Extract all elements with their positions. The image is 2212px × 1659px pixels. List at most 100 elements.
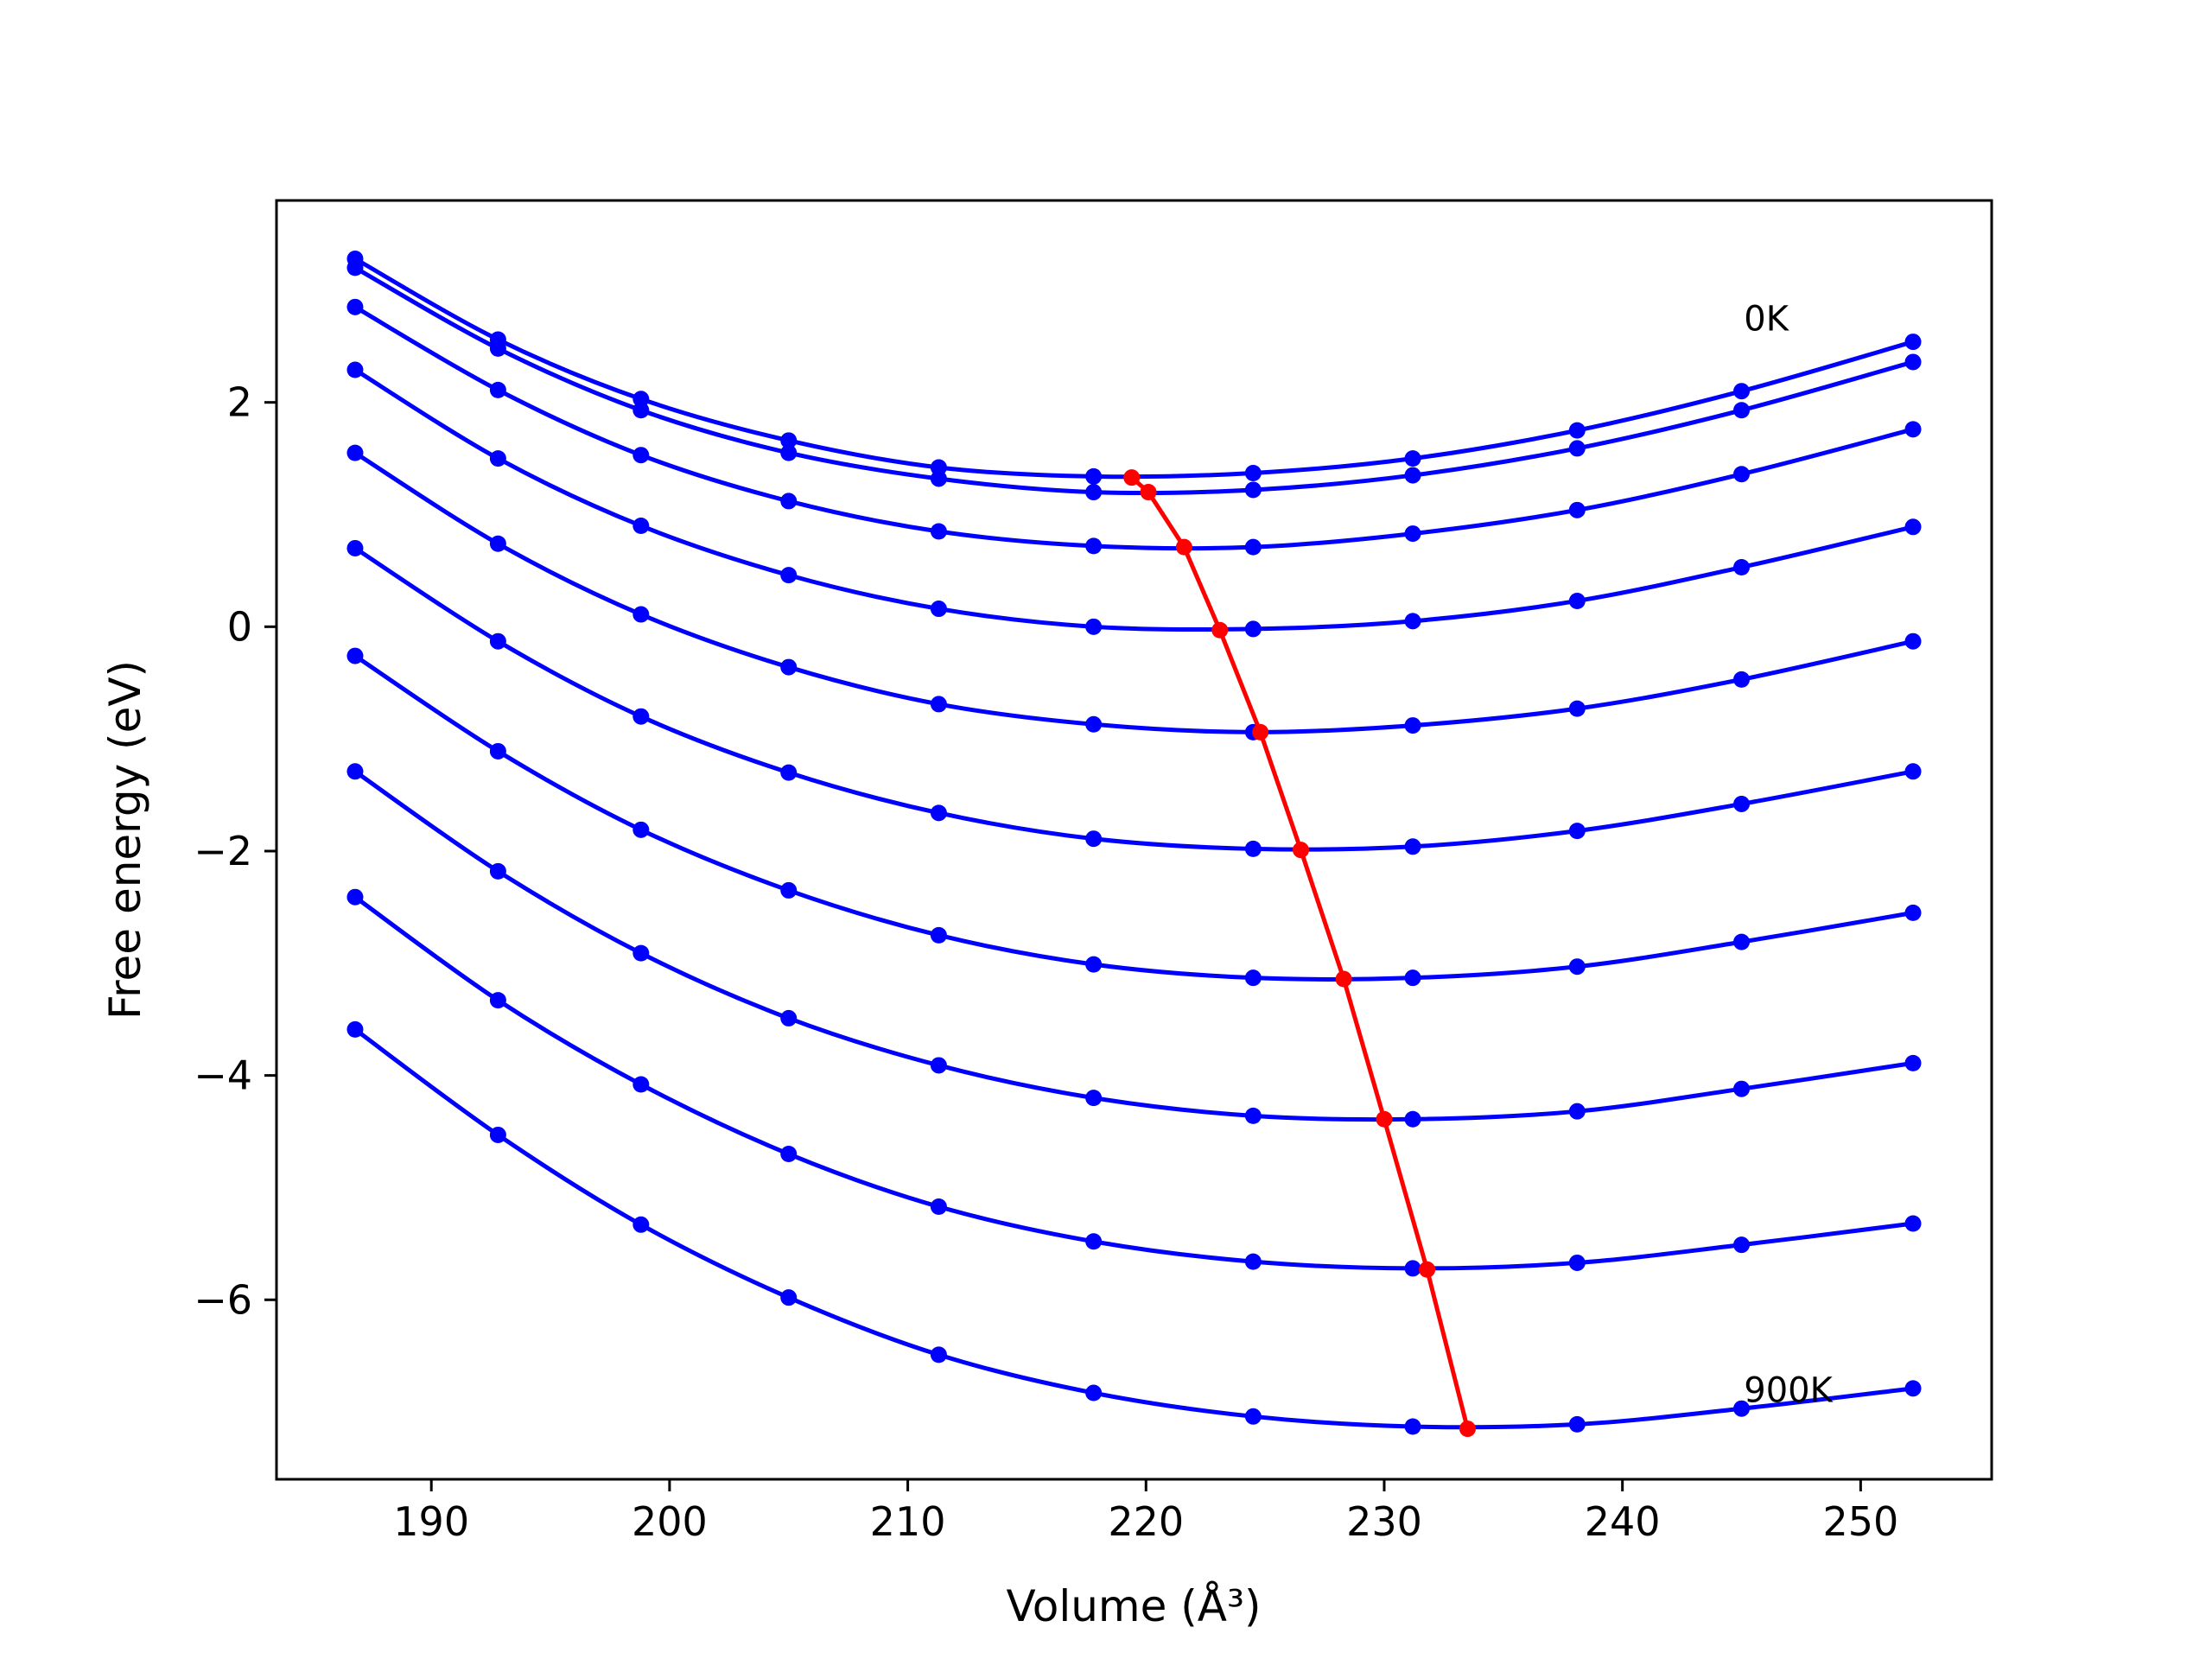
free-energy-curves — [346, 251, 1922, 1435]
series-2-point-3 — [780, 493, 798, 510]
x-tick-label-2: 210 — [870, 1498, 946, 1545]
series-7-point-1 — [489, 862, 506, 880]
series-5-point-0 — [346, 539, 364, 556]
series-6-point-2 — [632, 821, 650, 838]
series-5-point-10 — [1904, 763, 1922, 780]
minimum-point-5 — [1292, 842, 1309, 859]
series-9-point-9 — [1733, 1400, 1751, 1417]
series-6-point-6 — [1244, 969, 1262, 987]
series-9-point-0 — [346, 1020, 364, 1038]
series-4-point-5 — [1085, 715, 1103, 733]
series-0-point-4 — [930, 459, 947, 476]
x-axis-label: Volume (Å³) — [1006, 1581, 1261, 1631]
minimum-point-1 — [1140, 484, 1157, 501]
x-tick-label-4: 230 — [1346, 1498, 1422, 1545]
minimum-point-0 — [1123, 469, 1141, 486]
series-6-point-9 — [1733, 933, 1751, 950]
series-7-point-5 — [1085, 1090, 1103, 1107]
series-6-point-5 — [1085, 956, 1103, 973]
series-1-point-10 — [1904, 353, 1922, 371]
series-4-point-0 — [346, 444, 364, 461]
series-3-point-5 — [1085, 618, 1103, 635]
series-1 — [346, 259, 1922, 501]
series-9-point-4 — [930, 1346, 947, 1363]
series-0-point-10 — [1904, 334, 1922, 351]
minimum-point-3 — [1211, 621, 1229, 639]
annotation-1: 900K — [1744, 1370, 1834, 1410]
series-9-point-7 — [1404, 1418, 1421, 1435]
series-2-point-0 — [346, 298, 364, 315]
annotations: 0K 900K — [1744, 300, 1834, 1411]
minimum-point-4 — [1252, 723, 1269, 741]
x-tick-label-0: 190 — [393, 1498, 469, 1545]
series-2 — [346, 298, 1922, 556]
series-3-point-2 — [632, 517, 650, 534]
series-3 — [346, 361, 1922, 638]
series-4-point-8 — [1568, 700, 1586, 717]
series-7 — [346, 763, 1922, 1128]
series-0-point-8 — [1568, 422, 1586, 439]
minimum-point-6 — [1335, 970, 1352, 988]
series-9-point-10 — [1904, 1380, 1922, 1397]
series-9-point-8 — [1568, 1415, 1586, 1433]
series-9-point-3 — [780, 1289, 798, 1306]
series-2-point-8 — [1568, 501, 1586, 518]
y-tick-label-4: 2 — [227, 379, 252, 426]
series-2-point-6 — [1244, 538, 1262, 556]
series-8-point-2 — [632, 1076, 650, 1093]
series-7-point-10 — [1904, 1054, 1922, 1071]
series-8-point-8 — [1568, 1254, 1586, 1271]
series-3-point-10 — [1904, 518, 1922, 536]
series-5-point-7 — [1404, 838, 1421, 855]
series-1-point-2 — [632, 402, 650, 419]
series-8-point-10 — [1904, 1215, 1922, 1232]
series-3-point-0 — [346, 361, 364, 378]
series-6 — [346, 647, 1922, 987]
minimum-point-2 — [1175, 538, 1192, 556]
series-2-point-5 — [1085, 537, 1103, 555]
series-7-point-7 — [1404, 1110, 1421, 1128]
series-5-point-3 — [780, 764, 798, 781]
series-0-point-5 — [1085, 467, 1103, 485]
series-2-point-2 — [632, 447, 650, 464]
y-tick-label-0: −6 — [194, 1276, 252, 1323]
series-2-point-4 — [930, 523, 947, 540]
series-8 — [346, 888, 1922, 1277]
series-1-point-6 — [1244, 481, 1262, 499]
minimum-path — [1130, 475, 1470, 1430]
series-4-point-4 — [930, 696, 947, 713]
series-7-point-9 — [1733, 1080, 1751, 1097]
series-2-point-1 — [489, 381, 506, 398]
series-8-point-0 — [346, 888, 364, 906]
series-6-point-4 — [930, 926, 947, 944]
series-8-point-6 — [1244, 1253, 1262, 1270]
minimum-point-9 — [1459, 1421, 1476, 1438]
series-2-point-9 — [1733, 466, 1751, 483]
series-4-point-7 — [1404, 717, 1421, 734]
series-7-point-0 — [346, 763, 364, 780]
series-6-point-1 — [489, 742, 506, 760]
series-5-point-4 — [930, 804, 947, 822]
y-tick-label-2: −2 — [194, 828, 252, 874]
series-8-point-7 — [1404, 1260, 1421, 1277]
series-9-point-2 — [632, 1216, 650, 1233]
plot-frame — [275, 199, 1993, 1481]
series-0-point-9 — [1733, 383, 1751, 400]
series-7-point-6 — [1244, 1107, 1262, 1124]
series-3-point-7 — [1404, 613, 1421, 630]
series-2-point-10 — [1904, 421, 1922, 438]
minimum-point-7 — [1376, 1110, 1393, 1128]
series-1-point-7 — [1404, 467, 1421, 484]
y-tick-label-3: 0 — [227, 603, 252, 650]
series-7-point-2 — [632, 944, 650, 962]
series-6-point-7 — [1404, 969, 1421, 987]
y-tick-label-1: −4 — [194, 1052, 252, 1099]
series-3-point-1 — [489, 450, 506, 467]
series-5-point-1 — [489, 632, 506, 650]
series-0-point-3 — [780, 432, 798, 449]
series-9-point-5 — [1085, 1384, 1103, 1402]
series-7-point-3 — [780, 1009, 798, 1027]
series-3-point-4 — [930, 601, 947, 618]
